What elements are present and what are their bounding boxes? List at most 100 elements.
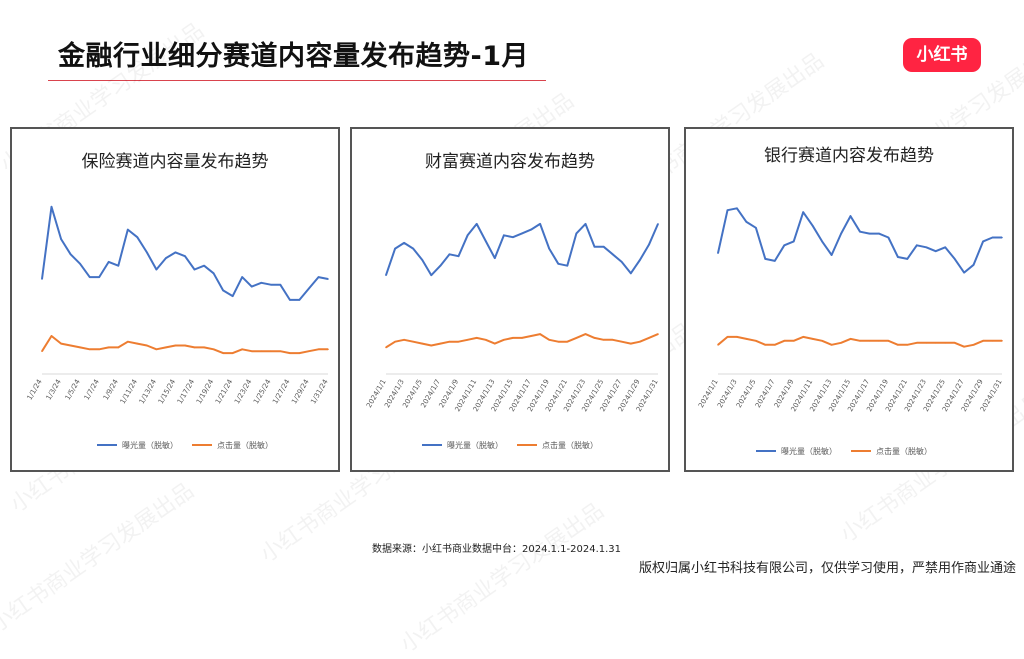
data-point [317, 276, 320, 278]
data-point [840, 232, 842, 235]
data-point [906, 258, 909, 260]
data-point [250, 285, 253, 288]
data-point [859, 340, 861, 342]
data-point [155, 268, 158, 271]
data-point [548, 339, 550, 341]
data-point [117, 264, 120, 267]
insurance-line-chart: 保险赛道内容量发布趋势 1/1/24 1/3/24 1/5/24 1/7/24 1/9/2… [26, 151, 330, 450]
data-point [726, 209, 729, 211]
data-point [289, 299, 291, 301]
x-tick-label: 1/23/24 [233, 378, 254, 406]
data-point [982, 340, 984, 342]
data-point [475, 223, 478, 225]
data-point [611, 253, 614, 256]
data-point [539, 333, 541, 335]
data-point [548, 247, 550, 250]
data-point [174, 344, 177, 347]
data-point [925, 246, 928, 249]
data-point [308, 350, 310, 352]
data-point [792, 240, 795, 243]
data-point [963, 345, 965, 348]
data-point [107, 261, 110, 263]
data-point [484, 240, 487, 242]
data-point [403, 242, 405, 244]
data-point [774, 344, 776, 346]
wealth-chart-panel: 财富赛道内容发布趋势 2024/1/1 2024/1/3 2024/1/5 2024/1… [350, 127, 670, 472]
data-point [155, 348, 158, 351]
data-point [503, 339, 505, 341]
bank-chart-panel: 银行赛道内容发布趋势 2024/1/1 2024/1/3 2024/1/5 2024/1… [684, 127, 1014, 472]
data-point [774, 260, 776, 262]
data-point [521, 337, 523, 339]
data-point [783, 244, 786, 247]
data-point [394, 340, 396, 343]
legend-label: 点击量（脱敏） [876, 446, 932, 456]
series-line-exposure [717, 207, 1002, 274]
data-point [165, 346, 167, 349]
series-line-click [385, 333, 659, 349]
data-point [298, 352, 301, 354]
data-point [584, 333, 587, 335]
data-point [849, 215, 852, 217]
data-point [50, 206, 53, 208]
data-point [412, 340, 414, 343]
data-point [620, 261, 623, 263]
data-point [811, 338, 814, 340]
data-point [530, 335, 532, 337]
bank-line-chart: 银行赛道内容发布趋势2024/1/12024/1/32024/1/52024/1… [697, 145, 1004, 456]
data-point [717, 344, 719, 346]
data-point [802, 211, 804, 213]
x-tick-label: 1/27/24 [271, 378, 292, 406]
data-point [174, 251, 177, 254]
data-point [593, 245, 596, 248]
watermark-text: 小红书商业学习发展出品 [396, 498, 609, 658]
data-point [953, 342, 956, 344]
data-point [88, 276, 91, 278]
data-point [421, 259, 424, 261]
data-point [184, 344, 186, 347]
data-point [897, 344, 899, 346]
data-point [944, 342, 946, 344]
data-point [934, 342, 937, 344]
data-point [539, 223, 541, 225]
data-point [193, 268, 196, 271]
insurance-chart-panel: 保险赛道内容量发布趋势 1/1/24 1/3/24 1/5/24 1/7/24 1/9/2… [10, 127, 340, 472]
data-point [193, 346, 196, 349]
data-point [859, 230, 861, 233]
data-point [868, 340, 871, 342]
data-point [69, 253, 72, 256]
data-point [457, 255, 460, 257]
data-point [136, 236, 139, 238]
data-point [575, 232, 578, 235]
data-point [745, 221, 748, 223]
data-point [887, 340, 890, 342]
data-point [222, 352, 224, 354]
data-point [878, 232, 880, 235]
data-point [878, 340, 880, 342]
data-point [830, 254, 833, 256]
wealth-line-chart: 财富赛道内容发布趋势2024/1/12024/1/32024/1/52024/1… [365, 151, 660, 450]
data-point [584, 223, 587, 225]
data-point [953, 258, 956, 260]
data-point [1001, 340, 1003, 342]
legend-label: 点击量（脱敏） [542, 440, 598, 450]
data-point [602, 339, 605, 341]
data-point [231, 352, 234, 354]
data-point [963, 271, 965, 274]
data-point [79, 263, 81, 265]
data-point [916, 342, 918, 344]
data-point [648, 244, 650, 246]
data-point [566, 264, 569, 267]
data-point [107, 346, 110, 349]
x-tick-label: 1/3/24 [45, 378, 63, 402]
data-point [925, 342, 928, 344]
data-point [69, 344, 72, 347]
data-point [512, 236, 514, 238]
data-point [430, 344, 433, 347]
data-point [512, 337, 514, 339]
data-point [755, 227, 757, 229]
data-point [530, 228, 532, 231]
data-point [127, 340, 129, 343]
data-point [811, 225, 814, 227]
chart-title: 保险赛道内容量发布趋势 [82, 151, 269, 172]
